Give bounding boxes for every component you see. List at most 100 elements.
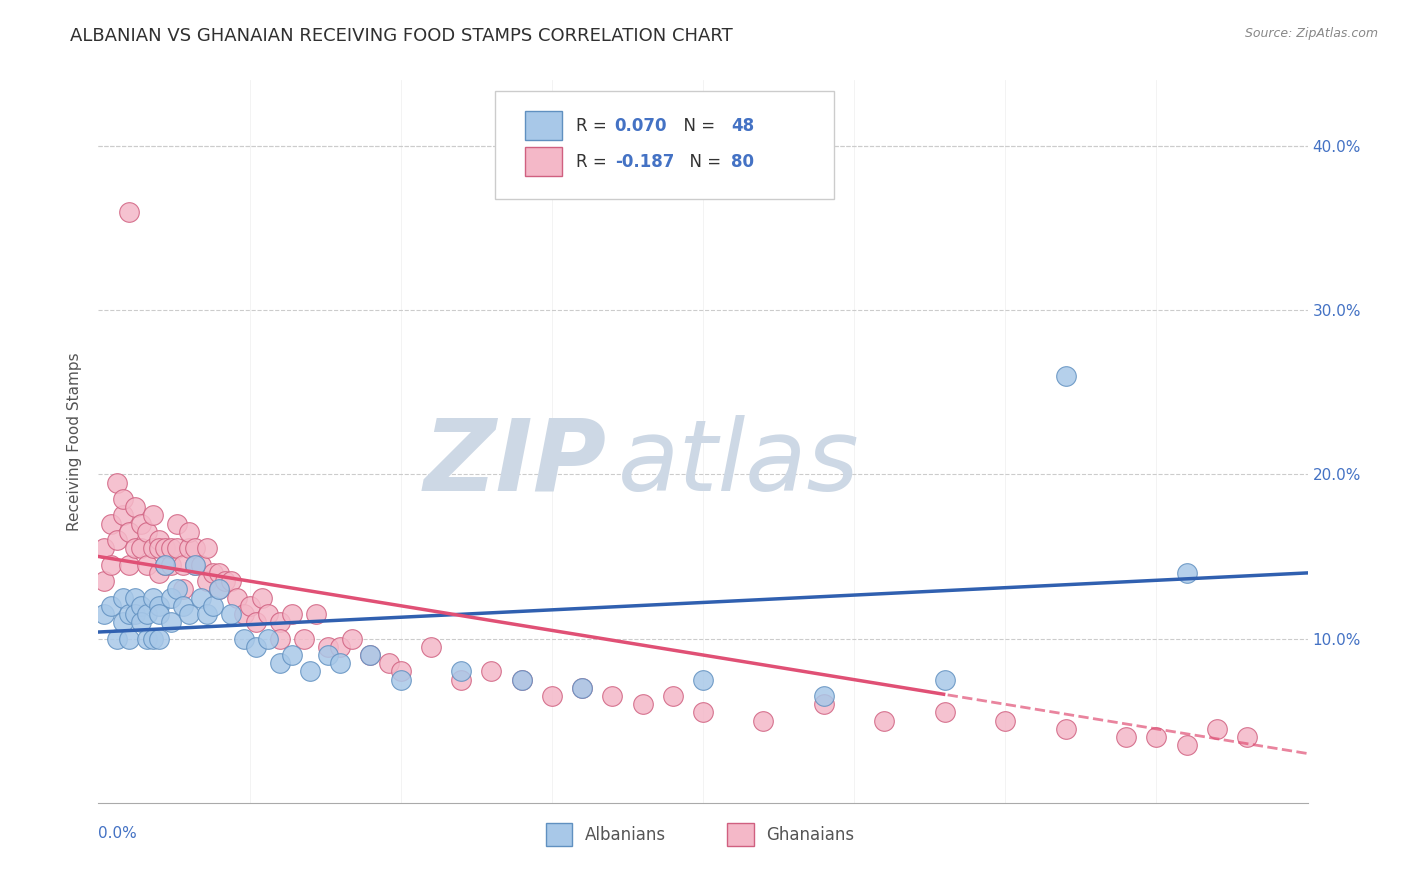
Point [160, 558, 183, 572]
Point [190, 591, 212, 605]
Point [239, 599, 262, 613]
Point [208, 582, 231, 597]
Point [166, 516, 188, 531]
Point [316, 648, 339, 662]
Point [269, 632, 291, 646]
Point [129, 615, 152, 630]
Point [148, 566, 170, 580]
Point [208, 566, 231, 580]
Text: 0.070: 0.070 [614, 117, 668, 135]
Point [342, 632, 364, 646]
Point [100, 516, 122, 531]
Point [360, 648, 382, 662]
Point [299, 665, 322, 679]
Point [111, 591, 134, 605]
Point [195, 574, 218, 588]
Point [245, 640, 267, 654]
Point [153, 541, 176, 556]
Point [184, 558, 207, 572]
Point [1054, 722, 1077, 736]
Point [105, 533, 128, 547]
Point [135, 632, 157, 646]
Point [571, 681, 593, 695]
Point [142, 508, 165, 523]
Text: Albanians: Albanians [585, 826, 665, 844]
Text: 48: 48 [731, 117, 754, 135]
Point [1144, 730, 1167, 744]
Point [360, 648, 382, 662]
Text: R =: R = [576, 117, 612, 135]
Point [160, 591, 183, 605]
Text: N =: N = [673, 117, 720, 135]
Point [179, 524, 201, 539]
Point [389, 665, 412, 679]
Point [214, 574, 236, 588]
Point [329, 657, 352, 671]
Point [269, 657, 291, 671]
Point [221, 607, 243, 621]
Point [160, 615, 183, 630]
Point [118, 524, 141, 539]
Point [631, 698, 654, 712]
Text: atlas: atlas [619, 415, 860, 512]
Point [813, 689, 835, 703]
Point [93, 574, 115, 588]
Point [602, 689, 624, 703]
Point [153, 558, 176, 572]
Point [221, 574, 243, 588]
Point [111, 491, 134, 506]
Point [142, 632, 165, 646]
Point [195, 607, 218, 621]
Point [124, 607, 146, 621]
Point [172, 582, 194, 597]
Point [135, 607, 157, 621]
Point [256, 632, 278, 646]
Point [226, 591, 249, 605]
Point [124, 591, 146, 605]
Text: N =: N = [679, 153, 725, 171]
Text: ZIP: ZIP [423, 415, 606, 512]
Point [934, 673, 956, 687]
Point [510, 673, 533, 687]
Text: 80: 80 [731, 153, 754, 171]
Point [166, 582, 188, 597]
Text: R =: R = [576, 153, 612, 171]
Point [1175, 566, 1198, 580]
Point [377, 657, 399, 671]
Text: Source: ZipAtlas.com: Source: ZipAtlas.com [1244, 27, 1378, 40]
Point [232, 607, 254, 621]
Point [190, 558, 212, 572]
Point [172, 558, 194, 572]
Point [166, 541, 188, 556]
Point [142, 591, 165, 605]
Point [129, 516, 152, 531]
Point [208, 582, 231, 597]
Point [1054, 368, 1077, 383]
Point [105, 632, 128, 646]
Text: ALBANIAN VS GHANAIAN RECEIVING FOOD STAMPS CORRELATION CHART: ALBANIAN VS GHANAIAN RECEIVING FOOD STAM… [70, 27, 733, 45]
Point [135, 524, 157, 539]
Point [148, 632, 170, 646]
Point [245, 615, 267, 630]
Text: -0.187: -0.187 [614, 153, 673, 171]
Point [661, 689, 683, 703]
Point [813, 698, 835, 712]
Point [994, 714, 1017, 728]
Text: 0.0%: 0.0% [98, 826, 138, 841]
Point [124, 541, 146, 556]
Point [129, 541, 152, 556]
Point [232, 632, 254, 646]
Point [100, 599, 122, 613]
Point [256, 607, 278, 621]
Point [389, 673, 412, 687]
Point [93, 541, 115, 556]
Point [316, 640, 339, 654]
FancyBboxPatch shape [546, 823, 572, 847]
Point [118, 558, 141, 572]
FancyBboxPatch shape [495, 91, 834, 200]
Point [450, 673, 472, 687]
Text: Ghanaians: Ghanaians [766, 826, 853, 844]
Point [184, 558, 207, 572]
Point [100, 558, 122, 572]
Point [105, 475, 128, 490]
